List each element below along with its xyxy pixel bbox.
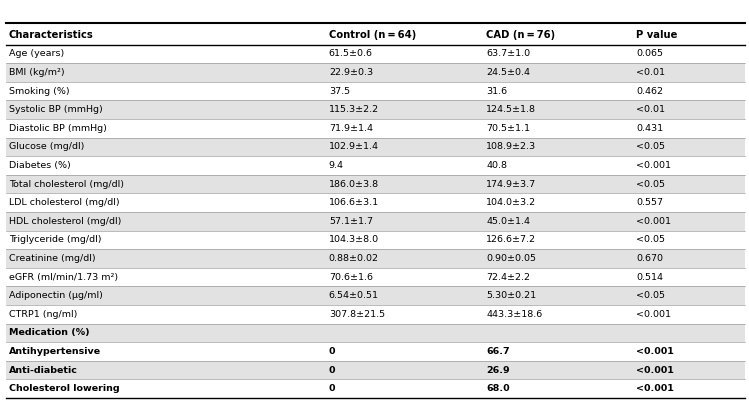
- Text: <0.01: <0.01: [636, 105, 665, 114]
- Text: 0.462: 0.462: [636, 86, 663, 96]
- Text: Anti-diabetic: Anti-diabetic: [9, 366, 78, 374]
- Bar: [6, 100, 745, 119]
- Text: Systolic BP (mmHg): Systolic BP (mmHg): [9, 105, 103, 114]
- Text: 0: 0: [329, 384, 336, 393]
- Text: Diastolic BP (mmHg): Diastolic BP (mmHg): [9, 124, 107, 133]
- Text: Creatinine (mg/dl): Creatinine (mg/dl): [9, 254, 96, 263]
- Text: Characteristics: Characteristics: [9, 30, 94, 40]
- Text: <0.001: <0.001: [636, 366, 674, 374]
- Text: 102.9±1.4: 102.9±1.4: [329, 142, 379, 151]
- Text: 45.0±1.4: 45.0±1.4: [486, 217, 530, 226]
- Text: 0: 0: [329, 347, 336, 356]
- Text: 0.514: 0.514: [636, 273, 663, 282]
- Text: 6.54±0.51: 6.54±0.51: [329, 291, 379, 300]
- Text: 0.557: 0.557: [636, 198, 663, 207]
- Text: 5.30±0.21: 5.30±0.21: [486, 291, 536, 300]
- Text: 106.6±3.1: 106.6±3.1: [329, 198, 379, 207]
- Text: Medication (%): Medication (%): [9, 328, 90, 337]
- Text: P value: P value: [636, 30, 677, 40]
- Text: Age (years): Age (years): [9, 49, 64, 58]
- Text: 0.90±0.05: 0.90±0.05: [486, 254, 536, 263]
- Text: 115.3±2.2: 115.3±2.2: [329, 105, 379, 114]
- Text: 26.9: 26.9: [486, 366, 510, 374]
- Text: 0.88±0.02: 0.88±0.02: [329, 254, 379, 263]
- Text: 174.9±3.7: 174.9±3.7: [486, 180, 536, 188]
- Bar: [6, 324, 745, 342]
- Text: HDL cholesterol (mg/dl): HDL cholesterol (mg/dl): [9, 217, 121, 226]
- Text: 104.3±8.0: 104.3±8.0: [329, 235, 379, 244]
- Text: <0.001: <0.001: [636, 217, 671, 226]
- Text: 72.4±2.2: 72.4±2.2: [486, 273, 530, 282]
- Text: 37.5: 37.5: [329, 86, 350, 96]
- Text: 443.3±18.6: 443.3±18.6: [486, 310, 542, 319]
- Text: <0.05: <0.05: [636, 142, 665, 151]
- Text: 57.1±1.7: 57.1±1.7: [329, 217, 373, 226]
- Bar: [6, 361, 745, 379]
- Bar: [6, 138, 745, 156]
- Text: Triglyceride (mg/dl): Triglyceride (mg/dl): [9, 235, 101, 244]
- Text: 31.6: 31.6: [486, 86, 507, 96]
- Text: CTRP1 (ng/ml): CTRP1 (ng/ml): [9, 310, 77, 319]
- Text: 124.5±1.8: 124.5±1.8: [486, 105, 536, 114]
- Text: <0.05: <0.05: [636, 235, 665, 244]
- Text: Control (n = 64): Control (n = 64): [329, 30, 416, 40]
- Text: 66.7: 66.7: [486, 347, 510, 356]
- Text: 68.0: 68.0: [486, 384, 510, 393]
- Text: 0.670: 0.670: [636, 254, 663, 263]
- Text: <0.05: <0.05: [636, 291, 665, 300]
- Text: 307.8±21.5: 307.8±21.5: [329, 310, 385, 319]
- Text: Glucose (mg/dl): Glucose (mg/dl): [9, 142, 85, 151]
- Text: 71.9±1.4: 71.9±1.4: [329, 124, 373, 133]
- Text: LDL cholesterol (mg/dl): LDL cholesterol (mg/dl): [9, 198, 120, 207]
- Bar: [6, 249, 745, 268]
- Text: Cholesterol lowering: Cholesterol lowering: [9, 384, 120, 393]
- Bar: [6, 175, 745, 193]
- Text: Diabetes (%): Diabetes (%): [9, 161, 70, 170]
- Text: Smoking (%): Smoking (%): [9, 86, 70, 96]
- Text: Adiponectin (μg/ml): Adiponectin (μg/ml): [9, 291, 103, 300]
- Bar: [6, 63, 745, 82]
- Text: 186.0±3.8: 186.0±3.8: [329, 180, 379, 188]
- Text: 22.9±0.3: 22.9±0.3: [329, 68, 373, 77]
- Text: 70.6±1.6: 70.6±1.6: [329, 273, 373, 282]
- Text: <0.001: <0.001: [636, 384, 674, 393]
- Text: 126.6±7.2: 126.6±7.2: [486, 235, 536, 244]
- Text: 108.9±2.3: 108.9±2.3: [486, 142, 536, 151]
- Text: BMI (kg/m²): BMI (kg/m²): [9, 68, 64, 77]
- Text: <0.001: <0.001: [636, 161, 671, 170]
- Text: 0.065: 0.065: [636, 49, 663, 58]
- Bar: [6, 212, 745, 230]
- Text: 61.5±0.6: 61.5±0.6: [329, 49, 373, 58]
- Text: CAD (n = 76): CAD (n = 76): [486, 30, 555, 40]
- Text: <0.01: <0.01: [636, 68, 665, 77]
- Bar: [6, 286, 745, 305]
- Text: 40.8: 40.8: [486, 161, 507, 170]
- Text: Antihypertensive: Antihypertensive: [9, 347, 101, 356]
- Text: 24.5±0.4: 24.5±0.4: [486, 68, 530, 77]
- Text: 70.5±1.1: 70.5±1.1: [486, 124, 530, 133]
- Text: <0.05: <0.05: [636, 180, 665, 188]
- Text: 0: 0: [329, 366, 336, 374]
- Text: 0.431: 0.431: [636, 124, 663, 133]
- Text: 9.4: 9.4: [329, 161, 344, 170]
- Text: eGFR (ml/min/1.73 m²): eGFR (ml/min/1.73 m²): [9, 273, 118, 282]
- Text: 104.0±3.2: 104.0±3.2: [486, 198, 536, 207]
- Text: 63.7±1.0: 63.7±1.0: [486, 49, 530, 58]
- Text: Total cholesterol (mg/dl): Total cholesterol (mg/dl): [9, 180, 124, 188]
- Text: <0.001: <0.001: [636, 347, 674, 356]
- Text: <0.001: <0.001: [636, 310, 671, 319]
